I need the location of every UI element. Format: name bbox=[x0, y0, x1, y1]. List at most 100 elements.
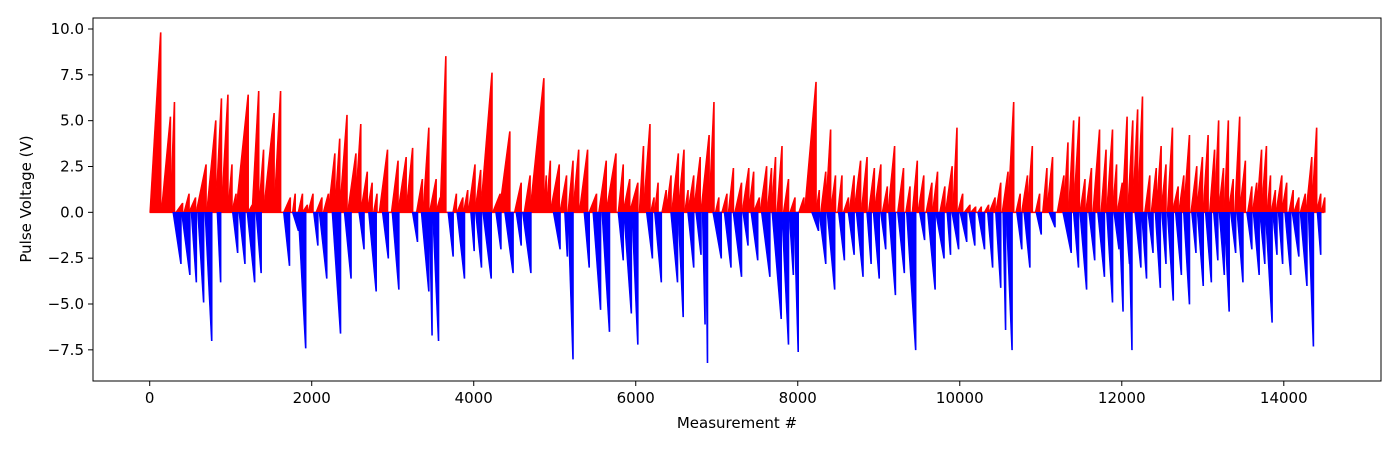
x-tick-label: 4000 bbox=[455, 389, 493, 407]
negative-pulse-ramp-98 bbox=[1127, 211, 1133, 351]
negative-pulse-ramp-75 bbox=[935, 211, 945, 259]
x-tick-label: 6000 bbox=[617, 389, 655, 407]
x-axis-label: Measurement # bbox=[677, 414, 797, 432]
negative-pulse-ramp-108 bbox=[1196, 211, 1205, 287]
negative-pulse-ramp-36 bbox=[567, 211, 574, 360]
negative-pulse-ramp-119 bbox=[1272, 211, 1278, 255]
negative-pulse-ramp-91 bbox=[1079, 211, 1088, 290]
negative-pulse-ramp-9 bbox=[255, 211, 262, 274]
negative-pulse-ramp-61 bbox=[811, 211, 820, 232]
negative-pulse-ramp-12 bbox=[297, 211, 307, 349]
negative-pulse-ramp-107 bbox=[1191, 211, 1197, 254]
negative-pulse-ramp-71 bbox=[897, 211, 906, 274]
negative-pulse-ramp-5 bbox=[216, 211, 222, 283]
y-tick-label: −7.5 bbox=[48, 341, 84, 359]
negative-pulse-ramp-8 bbox=[246, 211, 256, 283]
negative-pulse-ramp-53 bbox=[732, 211, 743, 277]
negative-pulse-ramp-52 bbox=[723, 211, 732, 268]
negative-pulse-ramp-15 bbox=[331, 211, 342, 334]
negative-pulse-ramp-43 bbox=[645, 211, 654, 259]
negative-pulse-ramp-27 bbox=[470, 211, 475, 252]
negative-bars bbox=[172, 211, 1322, 364]
negative-pulse-ramp-18 bbox=[368, 211, 377, 292]
positive-bars bbox=[149, 32, 1326, 214]
negative-pulse-ramp-84 bbox=[1005, 211, 1013, 351]
negative-pulse-ramp-59 bbox=[788, 211, 795, 276]
negative-pulse-ramp-114 bbox=[1236, 211, 1244, 283]
negative-pulse-ramp-55 bbox=[750, 211, 759, 261]
negative-pulse-ramp-25 bbox=[447, 211, 454, 257]
x-tick-label: 8000 bbox=[779, 389, 817, 407]
negative-pulse-ramp-41 bbox=[623, 211, 633, 314]
negative-pulse-ramp-113 bbox=[1229, 211, 1237, 254]
negative-pulse-ramp-69 bbox=[879, 211, 887, 250]
negative-pulse-ramp-80 bbox=[977, 211, 986, 250]
negative-pulse-ramp-90 bbox=[1072, 211, 1080, 268]
negative-pulse-ramp-54 bbox=[742, 211, 749, 246]
negative-pulse-ramp-30 bbox=[495, 211, 502, 250]
negative-pulse-ramp-103 bbox=[1161, 211, 1167, 265]
negative-pulse-ramp-104 bbox=[1166, 211, 1175, 301]
negative-pulse-ramp-105 bbox=[1174, 211, 1183, 276]
plot-frame bbox=[92, 17, 1382, 382]
y-tick-label: 2.5 bbox=[60, 158, 84, 176]
x-tick-label: 14000 bbox=[1260, 389, 1308, 407]
negative-pulse-ramp-10 bbox=[282, 211, 291, 266]
negative-pulse-ramp-23 bbox=[428, 211, 433, 336]
negative-pulse-ramp-123 bbox=[1299, 211, 1308, 287]
negative-pulse-ramp-96 bbox=[1118, 211, 1124, 312]
negative-pulse-ramp-87 bbox=[1035, 211, 1043, 235]
negative-pulse-ramp-56 bbox=[760, 211, 771, 277]
negative-pulse-ramp-68 bbox=[872, 211, 881, 279]
negative-pulse-ramp-94 bbox=[1106, 211, 1114, 303]
negative-pulse-ramp-22 bbox=[420, 211, 430, 292]
negative-pulse-ramp-14 bbox=[318, 211, 328, 279]
negative-pulse-ramp-62 bbox=[818, 211, 827, 265]
negative-pulse-ramp-46 bbox=[677, 211, 684, 318]
negative-pulse-ramp-6 bbox=[231, 211, 239, 254]
negative-pulse-ramp-112 bbox=[1223, 211, 1230, 312]
negative-pulse-ramp-50 bbox=[705, 211, 709, 364]
negative-pulse-ramp-122 bbox=[1291, 211, 1300, 257]
negative-pulse-ramp-7 bbox=[238, 211, 246, 265]
negative-pulse-ramp-124 bbox=[1307, 211, 1315, 347]
negative-pulse-ramp-0 bbox=[172, 211, 182, 265]
negative-pulse-ramp-72 bbox=[905, 211, 917, 351]
negative-pulse-ramp-73 bbox=[918, 211, 926, 241]
negative-pulse-ramp-51 bbox=[712, 211, 723, 259]
negative-pulse-ramp-58 bbox=[781, 211, 790, 345]
negative-pulse-ramp-79 bbox=[968, 211, 976, 246]
x-tick-label: 2000 bbox=[293, 389, 331, 407]
x-axis: 0 2000 4000 6000 8000 10000 12000 14000 bbox=[145, 381, 1308, 407]
negative-pulse-ramp-35 bbox=[564, 211, 569, 257]
negative-pulse-ramp-78 bbox=[959, 211, 968, 243]
negative-pulse-ramp-99 bbox=[1134, 211, 1142, 268]
negative-pulse-ramp-47 bbox=[687, 211, 695, 268]
negative-pulse-ramp-48 bbox=[695, 211, 702, 255]
negative-pulse-ramp-21 bbox=[411, 211, 419, 243]
negative-pulse-ramp-81 bbox=[986, 211, 994, 268]
negative-pulse-ramp-34 bbox=[552, 211, 561, 250]
y-tick-label: 7.5 bbox=[60, 66, 84, 84]
negative-pulse-ramp-45 bbox=[670, 211, 679, 283]
negative-pulse-ramp-83 bbox=[1002, 211, 1007, 331]
negative-pulse-ramp-28 bbox=[474, 211, 483, 268]
negative-pulse-ramp-13 bbox=[312, 211, 319, 246]
negative-pulse-ramp-93 bbox=[1097, 211, 1106, 277]
negative-pulse-ramp-100 bbox=[1140, 211, 1148, 279]
negative-pulse-ramp-86 bbox=[1023, 211, 1031, 268]
negative-pulse-ramp-19 bbox=[381, 211, 390, 259]
negative-pulse-ramp-31 bbox=[504, 211, 514, 274]
negative-pulse-ramp-102 bbox=[1154, 211, 1162, 288]
negative-pulse-ramp-67 bbox=[866, 211, 872, 265]
negative-pulse-ramp-29 bbox=[482, 211, 492, 279]
negative-pulse-ramp-106 bbox=[1182, 211, 1191, 305]
negative-pulse-ramp-64 bbox=[837, 211, 846, 261]
negative-pulse-ramp-57 bbox=[771, 211, 782, 320]
negative-pulse-ramp-40 bbox=[617, 211, 625, 261]
negative-pulse-ramp-38 bbox=[592, 211, 602, 310]
negative-pulse-ramp-4 bbox=[204, 211, 213, 342]
y-tick-label: 5.0 bbox=[60, 112, 84, 130]
negative-pulse-ramp-92 bbox=[1088, 211, 1096, 261]
negative-pulse-ramp-33 bbox=[521, 211, 532, 274]
